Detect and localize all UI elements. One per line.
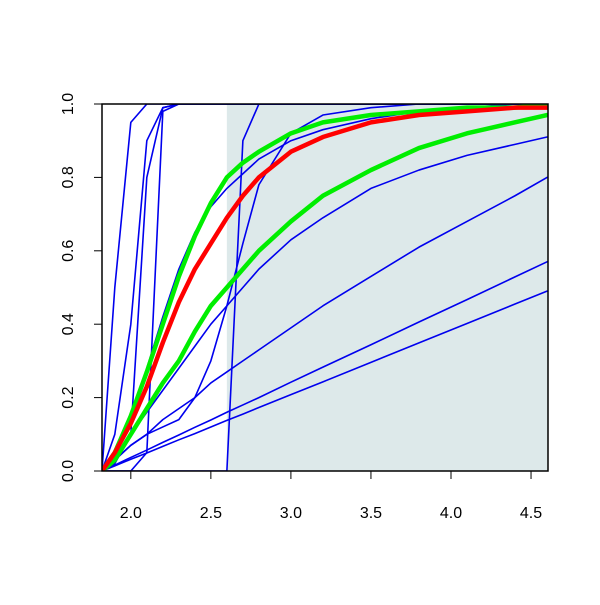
x-tick-label: 4.5 [520, 505, 542, 522]
series-line [102, 104, 548, 471]
shaded-region [226, 104, 548, 471]
series-line [102, 104, 548, 471]
y-tick-label: 0.0 [60, 460, 77, 482]
y-tick-label: 0.8 [60, 166, 77, 188]
series-line [102, 290, 548, 471]
series-line [102, 104, 548, 471]
x-tick-label: 3.0 [280, 505, 302, 522]
y-tick-label: 0.2 [60, 386, 77, 408]
y-tick-label: 0.6 [60, 240, 77, 262]
x-tick-label: 2.0 [120, 505, 142, 522]
plot-area [102, 104, 548, 471]
x-tick-label: 2.5 [200, 505, 222, 522]
y-tick-label: 1.0 [60, 93, 77, 115]
y-tick-label: 0.4 [60, 313, 77, 335]
series-line [102, 112, 548, 471]
x-tick-label: 4.0 [440, 505, 462, 522]
series-line [102, 261, 548, 471]
plot-frame [101, 103, 549, 472]
x-tick-label: 3.5 [360, 505, 382, 522]
series-line [102, 105, 548, 471]
series-line [102, 104, 548, 471]
series-line [102, 104, 548, 471]
series-line [102, 176, 548, 471]
series-line [102, 104, 548, 471]
